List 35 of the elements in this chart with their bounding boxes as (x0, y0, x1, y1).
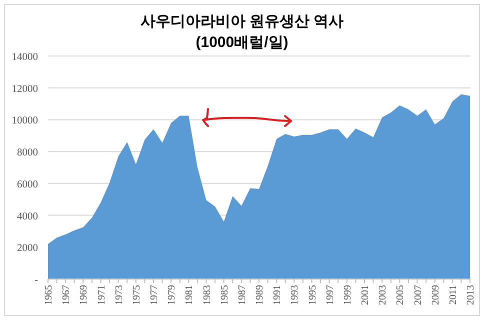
x-tick-label: 1987 (236, 285, 248, 305)
x-tick-label: 2001 (360, 285, 371, 305)
x-tick-label: 2005 (395, 285, 406, 305)
y-tick-label: 2000 (17, 243, 38, 254)
y-tick-label: 10000 (12, 116, 38, 127)
x-tick-label: 1965 (44, 285, 54, 305)
x-tick-label: 1969 (78, 285, 90, 305)
x-tick-label: 1975 (131, 285, 142, 305)
x-tick-label: 2003 (378, 285, 389, 305)
y-tick-label: 14000 (12, 52, 38, 63)
y-tick-label: 6000 (17, 179, 38, 190)
x-tick-label: 1993 (290, 285, 301, 305)
x-tick-label: 2007 (412, 285, 424, 305)
x-tick-label: 1991 (272, 285, 284, 305)
x-tick-label: 2011 (448, 285, 459, 305)
y-tick-label: 4000 (17, 211, 38, 222)
x-tick-label: 1971 (96, 285, 108, 305)
x-tick-label: 1967 (61, 285, 72, 305)
x-tick-label: 1979 (166, 285, 178, 305)
x-tick-label: 1985 (219, 285, 230, 305)
x-tick-label: 2013 (466, 285, 476, 305)
x-tick-label: 2009 (430, 285, 442, 305)
y-tick-label: 12000 (12, 84, 38, 95)
x-tick-label: 1981 (184, 285, 196, 305)
x-tick-label: 1977 (149, 285, 160, 305)
x-tick-label: 1999 (342, 285, 354, 305)
x-tick-label: 1973 (114, 285, 125, 305)
y-tick-label: 8000 (17, 148, 38, 159)
x-tick-label: 1997 (324, 285, 336, 305)
x-tick-label: 1983 (202, 285, 213, 305)
chart-title: 사우디아라비아 원유생산 역사 (140, 13, 344, 30)
chart-subtitle: (1000배럴/일) (196, 34, 288, 51)
x-tick-label: 1995 (307, 285, 318, 305)
y-tick-label: - (34, 275, 38, 286)
x-tick-label: 1989 (254, 285, 266, 305)
